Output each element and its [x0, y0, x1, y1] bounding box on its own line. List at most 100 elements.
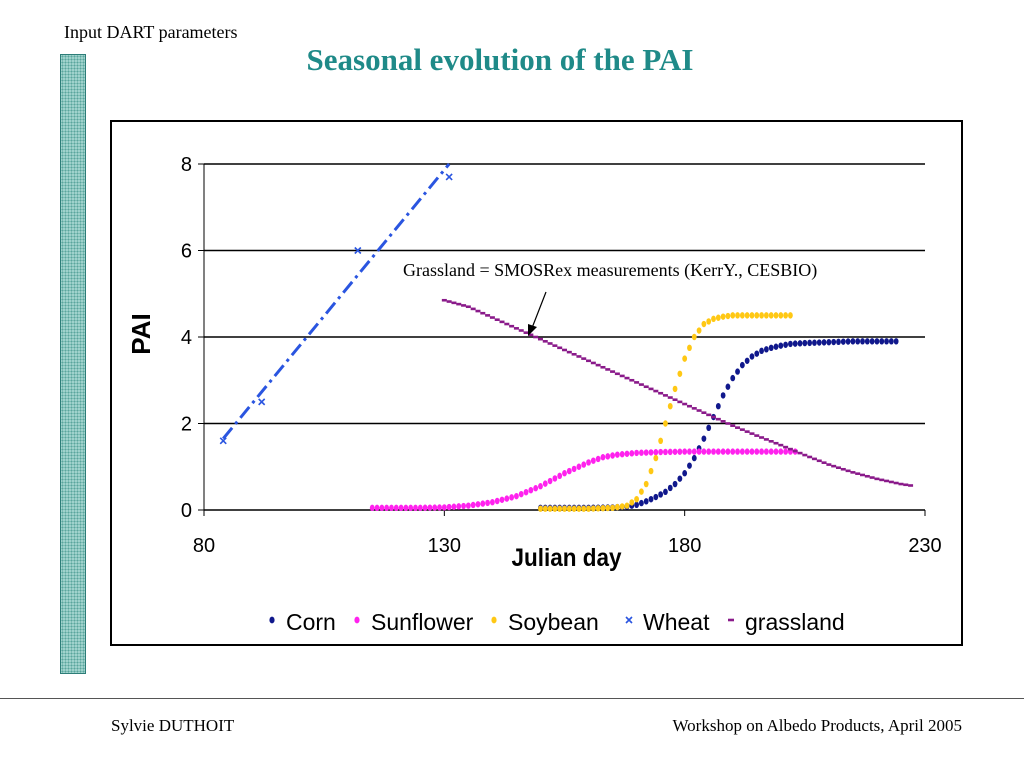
- sunflower-point: [720, 448, 726, 455]
- sunflower-point: [485, 499, 490, 507]
- sunflower-point: [398, 504, 404, 512]
- sunflower-point: [749, 448, 755, 455]
- x-tick-label: 180: [668, 535, 701, 557]
- corn-point: [831, 338, 837, 346]
- corn-point: [739, 361, 745, 369]
- corn-legend-label: Corn: [286, 609, 336, 635]
- corn-point: [643, 498, 649, 505]
- sunflower-point: [778, 448, 784, 455]
- soybean-point: [667, 403, 673, 410]
- sunflower-point: [441, 504, 447, 511]
- sunflower-point: [667, 448, 673, 456]
- y-tick-label: 8: [181, 154, 192, 176]
- soybean-point: [706, 318, 712, 325]
- corn-point: [687, 462, 692, 469]
- sunflower-point: [417, 504, 423, 512]
- soybean-point: [735, 312, 740, 319]
- soybean-point: [739, 312, 745, 319]
- corn-point: [845, 338, 851, 345]
- y-axis-title: PAI: [126, 313, 156, 354]
- sunflower-point: [759, 448, 764, 455]
- sunflower-point: [465, 502, 471, 509]
- sunflower-point: [763, 448, 769, 455]
- sunflower-point: [389, 504, 394, 512]
- soybean-point: [754, 312, 760, 319]
- y-tick-label: 6: [181, 241, 192, 263]
- corn-point: [667, 484, 673, 492]
- corn-point: [763, 346, 769, 353]
- corn-point: [682, 470, 688, 477]
- soybean-point: [576, 505, 582, 512]
- corn-point: [836, 338, 841, 346]
- corn-point: [821, 339, 827, 346]
- sunflower-point: [451, 503, 457, 510]
- soybean-point: [542, 505, 548, 512]
- sunflower-point: [523, 488, 529, 496]
- corn-point: [715, 403, 721, 410]
- corn-point: [735, 368, 740, 375]
- annotation-text: Grassland = SMOSRex measurements (KerrY.…: [403, 260, 817, 281]
- corn-point: [869, 338, 875, 345]
- sunflower-point: [730, 448, 736, 455]
- sunflower-point: [514, 492, 519, 500]
- sunflower-point: [547, 477, 553, 485]
- annotation-arrowhead: [528, 324, 537, 336]
- sunflower-point: [614, 451, 620, 458]
- soybean-point: [677, 370, 683, 377]
- sunflower-point: [480, 500, 486, 507]
- soybean-legend-label: Soybean: [508, 609, 599, 635]
- corn-point: [725, 383, 731, 390]
- series-marks: [219, 163, 914, 512]
- sunflower-point: [499, 496, 505, 503]
- corn-point: [749, 353, 755, 360]
- sunflower-point: [586, 459, 591, 466]
- sunflower-point: [605, 453, 611, 460]
- sunflower-point: [470, 501, 476, 509]
- sunflower-point: [393, 504, 399, 512]
- soybean-point: [590, 505, 596, 512]
- sunflower-point: [557, 472, 563, 480]
- soybean-point: [768, 312, 774, 319]
- soybean-point: [634, 495, 639, 503]
- sunflower-point: [715, 448, 721, 455]
- sunflower-point: [658, 448, 664, 456]
- sunflower-point: [446, 503, 452, 511]
- soybean-point: [696, 327, 702, 334]
- soybean-point: [715, 314, 721, 321]
- corn-point: [691, 454, 697, 462]
- sunflower-point: [629, 450, 635, 457]
- corn-point: [874, 338, 880, 345]
- corn-point: [706, 424, 712, 432]
- annotation: Grassland = SMOSRex measurements (KerrY.…: [403, 260, 817, 336]
- decorative-side-bar: [60, 54, 86, 674]
- soybean-point: [648, 467, 654, 475]
- slide-title: Seasonal evolution of the PAI: [306, 42, 694, 77]
- corn-point: [855, 338, 861, 345]
- soybean-point: [605, 504, 611, 512]
- corn-point: [648, 495, 654, 503]
- soybean-point: [763, 312, 769, 319]
- soybean-point: [687, 344, 692, 352]
- sunflower-point: [711, 448, 716, 455]
- soybean-point: [701, 320, 707, 328]
- wheat-point: [258, 398, 266, 406]
- sunflower-point: [687, 448, 692, 455]
- soybean-point: [658, 437, 664, 444]
- corn-point: [888, 338, 894, 345]
- sunflower-point: [384, 504, 390, 512]
- soybean-point: [783, 312, 789, 319]
- sunflower-point: [739, 448, 745, 455]
- sunflower-point: [619, 451, 625, 458]
- corn-point: [812, 339, 817, 346]
- soybean-point: [682, 355, 688, 362]
- sunflower-point: [562, 470, 567, 477]
- sunflower-point: [456, 503, 462, 510]
- annotation-arrow-line: [531, 291, 547, 329]
- sunflower-point: [773, 448, 779, 455]
- corn-point: [639, 499, 644, 507]
- corn-point: [893, 338, 899, 345]
- soybean-point: [562, 505, 567, 512]
- soybean-point: [643, 480, 649, 488]
- soybean-point: [614, 503, 620, 511]
- legend: Corn Sunflower Soybean Wheat grassland: [269, 609, 845, 635]
